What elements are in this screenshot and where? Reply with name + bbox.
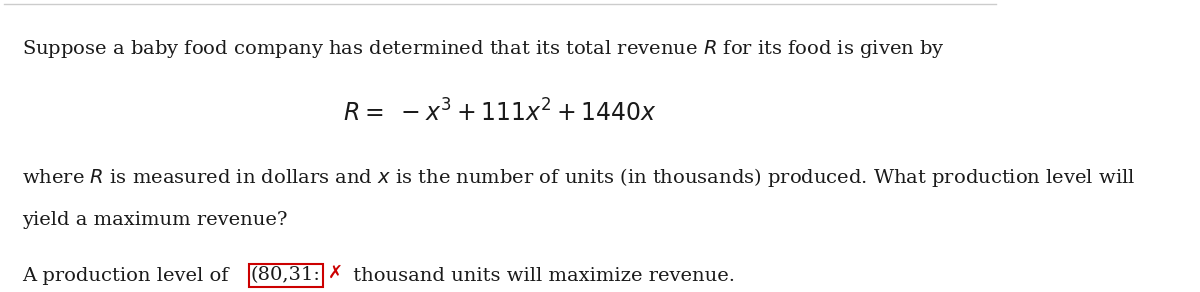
Text: where $R$ is measured in dollars and $x$ is the number of units (in thousands) p: where $R$ is measured in dollars and $x$… xyxy=(22,166,1135,189)
Text: yield a maximum revenue?: yield a maximum revenue? xyxy=(22,211,288,229)
Text: A production level of: A production level of xyxy=(22,267,235,285)
Text: Suppose a baby food company has determined that its total revenue $R$ for its fo: Suppose a baby food company has determin… xyxy=(22,38,944,60)
Text: ✗: ✗ xyxy=(329,264,343,282)
Text: (80,31:: (80,31: xyxy=(251,267,320,285)
Text: thousand units will maximize revenue.: thousand units will maximize revenue. xyxy=(348,267,736,285)
Text: $R = \ -x^3 + 111x^2 + 1440x$: $R = \ -x^3 + 111x^2 + 1440x$ xyxy=(343,99,658,126)
